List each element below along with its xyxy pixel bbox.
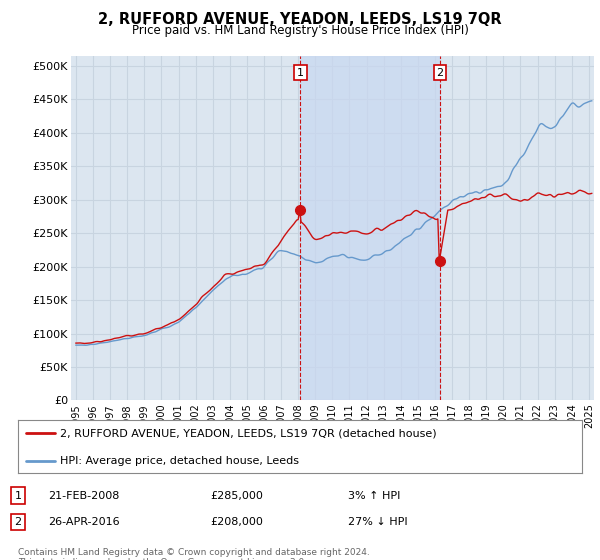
Text: 1: 1 [297,68,304,78]
Text: Price paid vs. HM Land Registry's House Price Index (HPI): Price paid vs. HM Land Registry's House … [131,24,469,36]
Text: 2: 2 [436,68,443,78]
Text: Contains HM Land Registry data © Crown copyright and database right 2024.
This d: Contains HM Land Registry data © Crown c… [18,548,370,560]
Text: 2: 2 [14,517,22,527]
Text: 2, RUFFORD AVENUE, YEADON, LEEDS, LS19 7QR (detached house): 2, RUFFORD AVENUE, YEADON, LEEDS, LS19 7… [60,428,437,438]
Text: HPI: Average price, detached house, Leeds: HPI: Average price, detached house, Leed… [60,456,299,466]
Text: 21-FEB-2008: 21-FEB-2008 [48,491,119,501]
Text: 27% ↓ HPI: 27% ↓ HPI [348,517,407,527]
Text: £208,000: £208,000 [210,517,263,527]
Text: 3% ↑ HPI: 3% ↑ HPI [348,491,400,501]
Bar [300,56,440,400]
Text: 2, RUFFORD AVENUE, YEADON, LEEDS, LS19 7QR: 2, RUFFORD AVENUE, YEADON, LEEDS, LS19 7… [98,12,502,27]
Text: £285,000: £285,000 [210,491,263,501]
Text: 1: 1 [14,491,22,501]
Text: 26-APR-2016: 26-APR-2016 [48,517,119,527]
